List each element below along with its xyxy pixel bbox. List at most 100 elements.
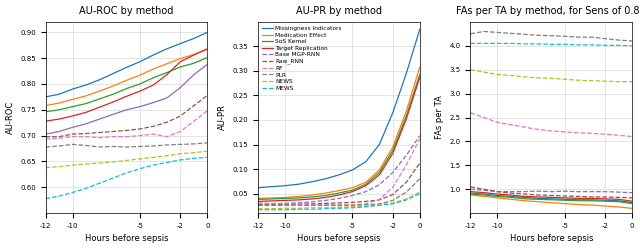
MEWS <box>321 207 329 210</box>
NEWS <box>321 206 329 209</box>
SoS Kernel <box>294 196 302 199</box>
Target Replication <box>335 193 343 196</box>
MEWS <box>294 208 302 211</box>
NEWS <box>294 207 302 210</box>
RF <box>268 202 275 205</box>
RF <box>294 203 302 206</box>
Raw_RNN <box>294 203 302 206</box>
Base MGP-RNN <box>335 197 343 200</box>
Title: AU-ROC by method: AU-ROC by method <box>79 5 173 15</box>
X-axis label: Hours before sepsis: Hours before sepsis <box>297 235 381 244</box>
Raw_RNN <box>403 181 410 184</box>
Missingness Indicators <box>389 111 397 114</box>
Target Replication <box>403 118 410 121</box>
RF <box>389 186 397 189</box>
Line: NEWS: NEWS <box>258 192 420 209</box>
MEWS <box>403 198 410 201</box>
Medication Effect <box>321 191 329 194</box>
SoS Kernel <box>376 171 383 174</box>
Medication Effect <box>416 65 424 68</box>
Title: AU-PR by method: AU-PR by method <box>296 5 382 15</box>
RF <box>349 203 356 206</box>
Line: MEWS: MEWS <box>258 193 420 210</box>
Line: Raw_RNN: Raw_RNN <box>258 163 420 205</box>
Title: FAs per TA by method, for Sens of 0.80: FAs per TA by method, for Sens of 0.80 <box>456 5 640 15</box>
Missingness Indicators <box>281 184 289 187</box>
NEWS <box>362 205 370 208</box>
RF <box>376 198 383 201</box>
Base MGP-RNN <box>268 202 275 205</box>
SoS Kernel <box>321 194 329 197</box>
Medication Effect <box>268 196 275 199</box>
Y-axis label: FAs per TA: FAs per TA <box>435 96 444 139</box>
Medication Effect <box>349 186 356 189</box>
PLR <box>389 199 397 202</box>
MEWS <box>362 205 370 208</box>
Line: Medication Effect: Medication Effect <box>258 67 420 198</box>
Target Replication <box>281 199 289 202</box>
Missingness Indicators <box>362 160 370 163</box>
MEWS <box>254 208 262 211</box>
Target Replication <box>294 198 302 201</box>
MEWS <box>389 202 397 205</box>
PLR <box>416 177 424 180</box>
Medication Effect <box>335 189 343 192</box>
Line: Target Replication: Target Replication <box>258 77 420 201</box>
Base MGP-RNN <box>349 194 356 197</box>
PLR <box>376 202 383 205</box>
SoS Kernel <box>268 197 275 200</box>
Missingness Indicators <box>403 72 410 75</box>
Medication Effect <box>403 110 410 113</box>
Raw_RNN <box>321 202 329 205</box>
MEWS <box>349 206 356 209</box>
SoS Kernel <box>281 197 289 200</box>
Raw_RNN <box>362 200 370 203</box>
Line: PLR: PLR <box>258 179 420 205</box>
Raw_RNN <box>349 201 356 204</box>
Target Replication <box>349 190 356 193</box>
Missingness Indicators <box>416 28 424 31</box>
Base MGP-RNN <box>281 202 289 205</box>
NEWS <box>335 206 343 209</box>
Missingness Indicators <box>308 180 316 183</box>
Base MGP-RNN <box>321 199 329 202</box>
NEWS <box>389 201 397 204</box>
NEWS <box>349 205 356 208</box>
RF <box>281 202 289 205</box>
PLR <box>254 204 262 207</box>
RF <box>308 203 316 206</box>
Medication Effect <box>294 195 302 198</box>
Missingness Indicators <box>335 173 343 176</box>
Raw_RNN <box>389 193 397 196</box>
Base MGP-RNN <box>294 201 302 204</box>
Missingness Indicators <box>254 186 262 189</box>
Y-axis label: AU-PR: AU-PR <box>218 105 227 130</box>
Missingness Indicators <box>349 169 356 172</box>
RF <box>362 202 370 205</box>
Base MGP-RNN <box>362 190 370 193</box>
Medication Effect <box>389 145 397 148</box>
RF <box>321 203 329 206</box>
MEWS <box>268 208 275 211</box>
Missingness Indicators <box>294 183 302 186</box>
Base MGP-RNN <box>416 134 424 137</box>
Medication Effect <box>254 197 262 200</box>
Line: SoS Kernel: SoS Kernel <box>258 74 420 199</box>
X-axis label: Hours before sepsis: Hours before sepsis <box>509 235 593 244</box>
Missingness Indicators <box>376 143 383 146</box>
RF <box>416 137 424 140</box>
Base MGP-RNN <box>308 200 316 203</box>
NEWS <box>376 203 383 206</box>
Raw_RNN <box>308 202 316 205</box>
Target Replication <box>308 197 316 200</box>
Raw_RNN <box>268 203 275 206</box>
NEWS <box>268 207 275 210</box>
NEWS <box>281 207 289 210</box>
PLR <box>335 204 343 207</box>
MEWS <box>335 207 343 210</box>
Base MGP-RNN <box>254 203 262 206</box>
Line: Missingness Indicators: Missingness Indicators <box>258 29 420 188</box>
NEWS <box>403 197 410 200</box>
Target Replication <box>321 196 329 199</box>
MEWS <box>416 192 424 195</box>
